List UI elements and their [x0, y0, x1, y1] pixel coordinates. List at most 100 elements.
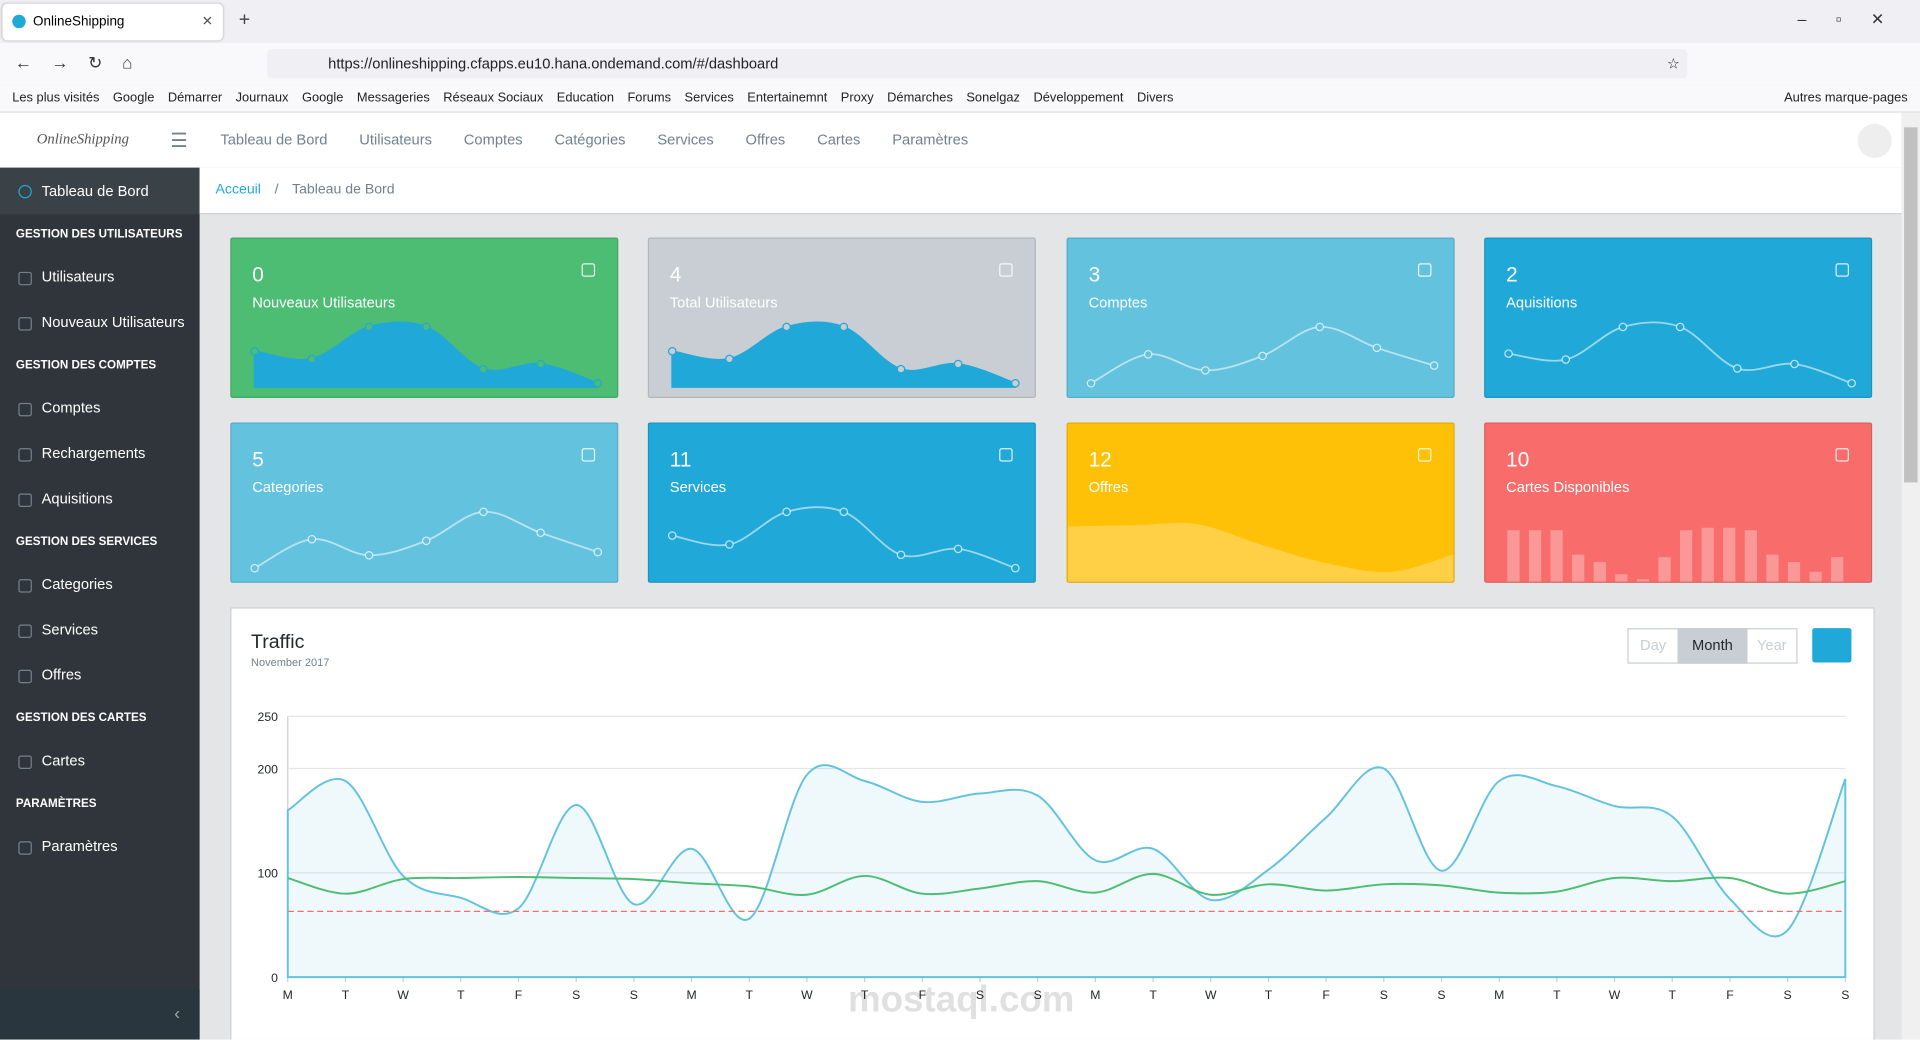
other-bookmarks[interactable]: Autres marque-pages — [1784, 90, 1908, 106]
x-tick-label: W — [1205, 988, 1217, 1002]
bookmark[interactable]: Proxy — [840, 90, 874, 106]
spark-point — [896, 364, 906, 374]
x-tick-label: S — [630, 988, 638, 1002]
bookmark[interactable]: Réseaux Sociaux — [443, 90, 544, 106]
url-bar[interactable]: https://onlineshipping.cfapps.eu10.hana.… — [266, 48, 1688, 79]
bookmark[interactable]: Les plus visités — [12, 90, 100, 106]
nav-link[interactable]: Comptes — [463, 131, 523, 149]
sidebar-icon — [18, 669, 32, 683]
bookmark[interactable]: Démarrer — [167, 90, 223, 106]
card-value: 5 — [252, 448, 264, 472]
breadcrumb: Acceuil / Tableau de Bord — [199, 167, 1902, 215]
bookmark[interactable]: Développement — [1033, 90, 1124, 106]
spark-bar — [1680, 530, 1693, 582]
bookmark[interactable]: Messageries — [356, 90, 430, 106]
x-tick-label: M — [1494, 988, 1504, 1002]
stat-card: 10 Cartes Disponibles — [1484, 422, 1873, 583]
nav-link[interactable]: Utilisateurs — [359, 131, 432, 149]
stat-card: 5 Categories — [230, 422, 619, 583]
card-value: 11 — [669, 448, 692, 472]
spark-bar — [1615, 574, 1628, 582]
bookmark[interactable]: Google — [301, 90, 344, 106]
line-series — [287, 872, 1846, 896]
sidebar-label: Offres — [41, 666, 82, 684]
spark-bar — [1787, 562, 1801, 582]
bookmark[interactable]: Google — [112, 90, 155, 106]
sidebar-icon — [18, 623, 32, 638]
bookmark[interactable]: Entertainemnt — [747, 90, 828, 106]
sidebar-link[interactable]: Nouveaux Utilisateurs — [0, 300, 200, 345]
range-button[interactable]: Month — [1677, 628, 1748, 664]
card-value: 3 — [1088, 263, 1101, 287]
sidebar-link[interactable]: Rechargements — [0, 431, 200, 476]
spark-point — [479, 364, 488, 374]
y-tick-label: 200 — [258, 762, 279, 776]
traffic-card: Traffic November 2017 Day Month Year — [230, 607, 1875, 1040]
spark-bar — [1636, 579, 1650, 582]
bookmark[interactable]: Education — [556, 90, 614, 106]
sidebar-section: PARAMÈTRES — [0, 784, 200, 824]
sidebar-link[interactable]: Cartes — [0, 738, 200, 783]
spark-point — [250, 563, 259, 573]
x-tick-label: M — [1090, 988, 1100, 1002]
nav-link[interactable]: Services — [657, 131, 714, 149]
bookmark[interactable]: Démarches — [887, 90, 953, 106]
spark-point — [896, 550, 906, 560]
menu-toggle[interactable]: ☰ — [170, 131, 188, 152]
x-tick-label: T — [342, 988, 350, 1002]
card-icon — [999, 263, 1013, 277]
nav-link[interactable]: Offres — [745, 131, 786, 149]
sidebar-link[interactable]: Aquisitions — [0, 476, 200, 521]
card-value: 0 — [252, 263, 264, 287]
avatar[interactable] — [1857, 123, 1892, 158]
brand[interactable]: OnlineShipping — [36, 129, 129, 147]
spark-point — [1618, 322, 1628, 332]
chart-title: Traffic — [251, 631, 305, 653]
sparkline — [250, 507, 603, 573]
sidebar-link[interactable]: Paramètres — [0, 824, 200, 869]
bookmark[interactable]: Journaux — [235, 90, 289, 106]
card-icon — [1835, 448, 1849, 462]
bookmark[interactable]: Sonelgaz — [966, 90, 1020, 106]
nav-link[interactable]: Paramètres — [892, 131, 969, 149]
sidebar-link[interactable]: Comptes — [0, 386, 200, 431]
x-tick-label: W — [801, 988, 813, 1002]
sidebar-label: Rechargements — [41, 444, 146, 462]
nav-link[interactable]: Cartes — [817, 131, 861, 149]
range-button[interactable]: Year — [1746, 628, 1798, 664]
y-tick-label: 250 — [258, 710, 279, 724]
breadcrumb-link[interactable]: Acceuil — [215, 182, 261, 198]
spark-point — [1258, 351, 1267, 361]
chart-subtitle: November 2017 — [251, 656, 330, 669]
x-tick-label: T — [1265, 988, 1273, 1002]
sidebar-toggler[interactable]: ‹ — [0, 989, 200, 1040]
scrollbar[interactable] — [1901, 112, 1920, 1040]
sidebar-section: GESTION DES COMPTES — [0, 345, 200, 385]
sidebar-label: GESTION DES CARTES — [15, 711, 147, 725]
bookmark[interactable]: Forums — [627, 90, 672, 106]
bookmark[interactable]: Divers — [1136, 90, 1174, 106]
browser-tab[interactable]: OnlineShipping ✕ — [2, 3, 223, 41]
sidebar-link[interactable]: Categories — [0, 562, 200, 607]
spark-point — [667, 346, 677, 356]
sidebar-link[interactable]: Services — [0, 607, 200, 652]
sidebar-link[interactable]: Offres — [0, 653, 200, 698]
nav-bar: ←→↻⌂ https://onlineshipping.cfapps.eu10.… — [0, 42, 1920, 86]
card-label: Categories — [252, 478, 324, 496]
spark-bar — [1507, 530, 1520, 582]
sparkline — [667, 506, 1020, 573]
spark-bar — [1809, 571, 1822, 582]
nav-link[interactable]: Tableau de Bord — [220, 131, 328, 149]
card-value: 4 — [669, 263, 682, 287]
sidebar-link[interactable]: Utilisateurs — [0, 255, 200, 300]
x-tick-label: S — [1380, 988, 1388, 1002]
card-label: Offres — [1088, 478, 1129, 496]
x-tick-label: S — [1437, 988, 1445, 1002]
sidebar-link[interactable]: Tableau de Bord — [0, 167, 200, 215]
nav-link[interactable]: Catégories — [554, 131, 626, 149]
spark-point — [1790, 359, 1799, 369]
bookmark[interactable]: Services — [684, 90, 734, 106]
card-label: Nouveaux Utilisateurs — [252, 293, 396, 312]
download-button[interactable] — [1812, 628, 1852, 663]
stat-card: 12 Offres — [1066, 422, 1455, 583]
